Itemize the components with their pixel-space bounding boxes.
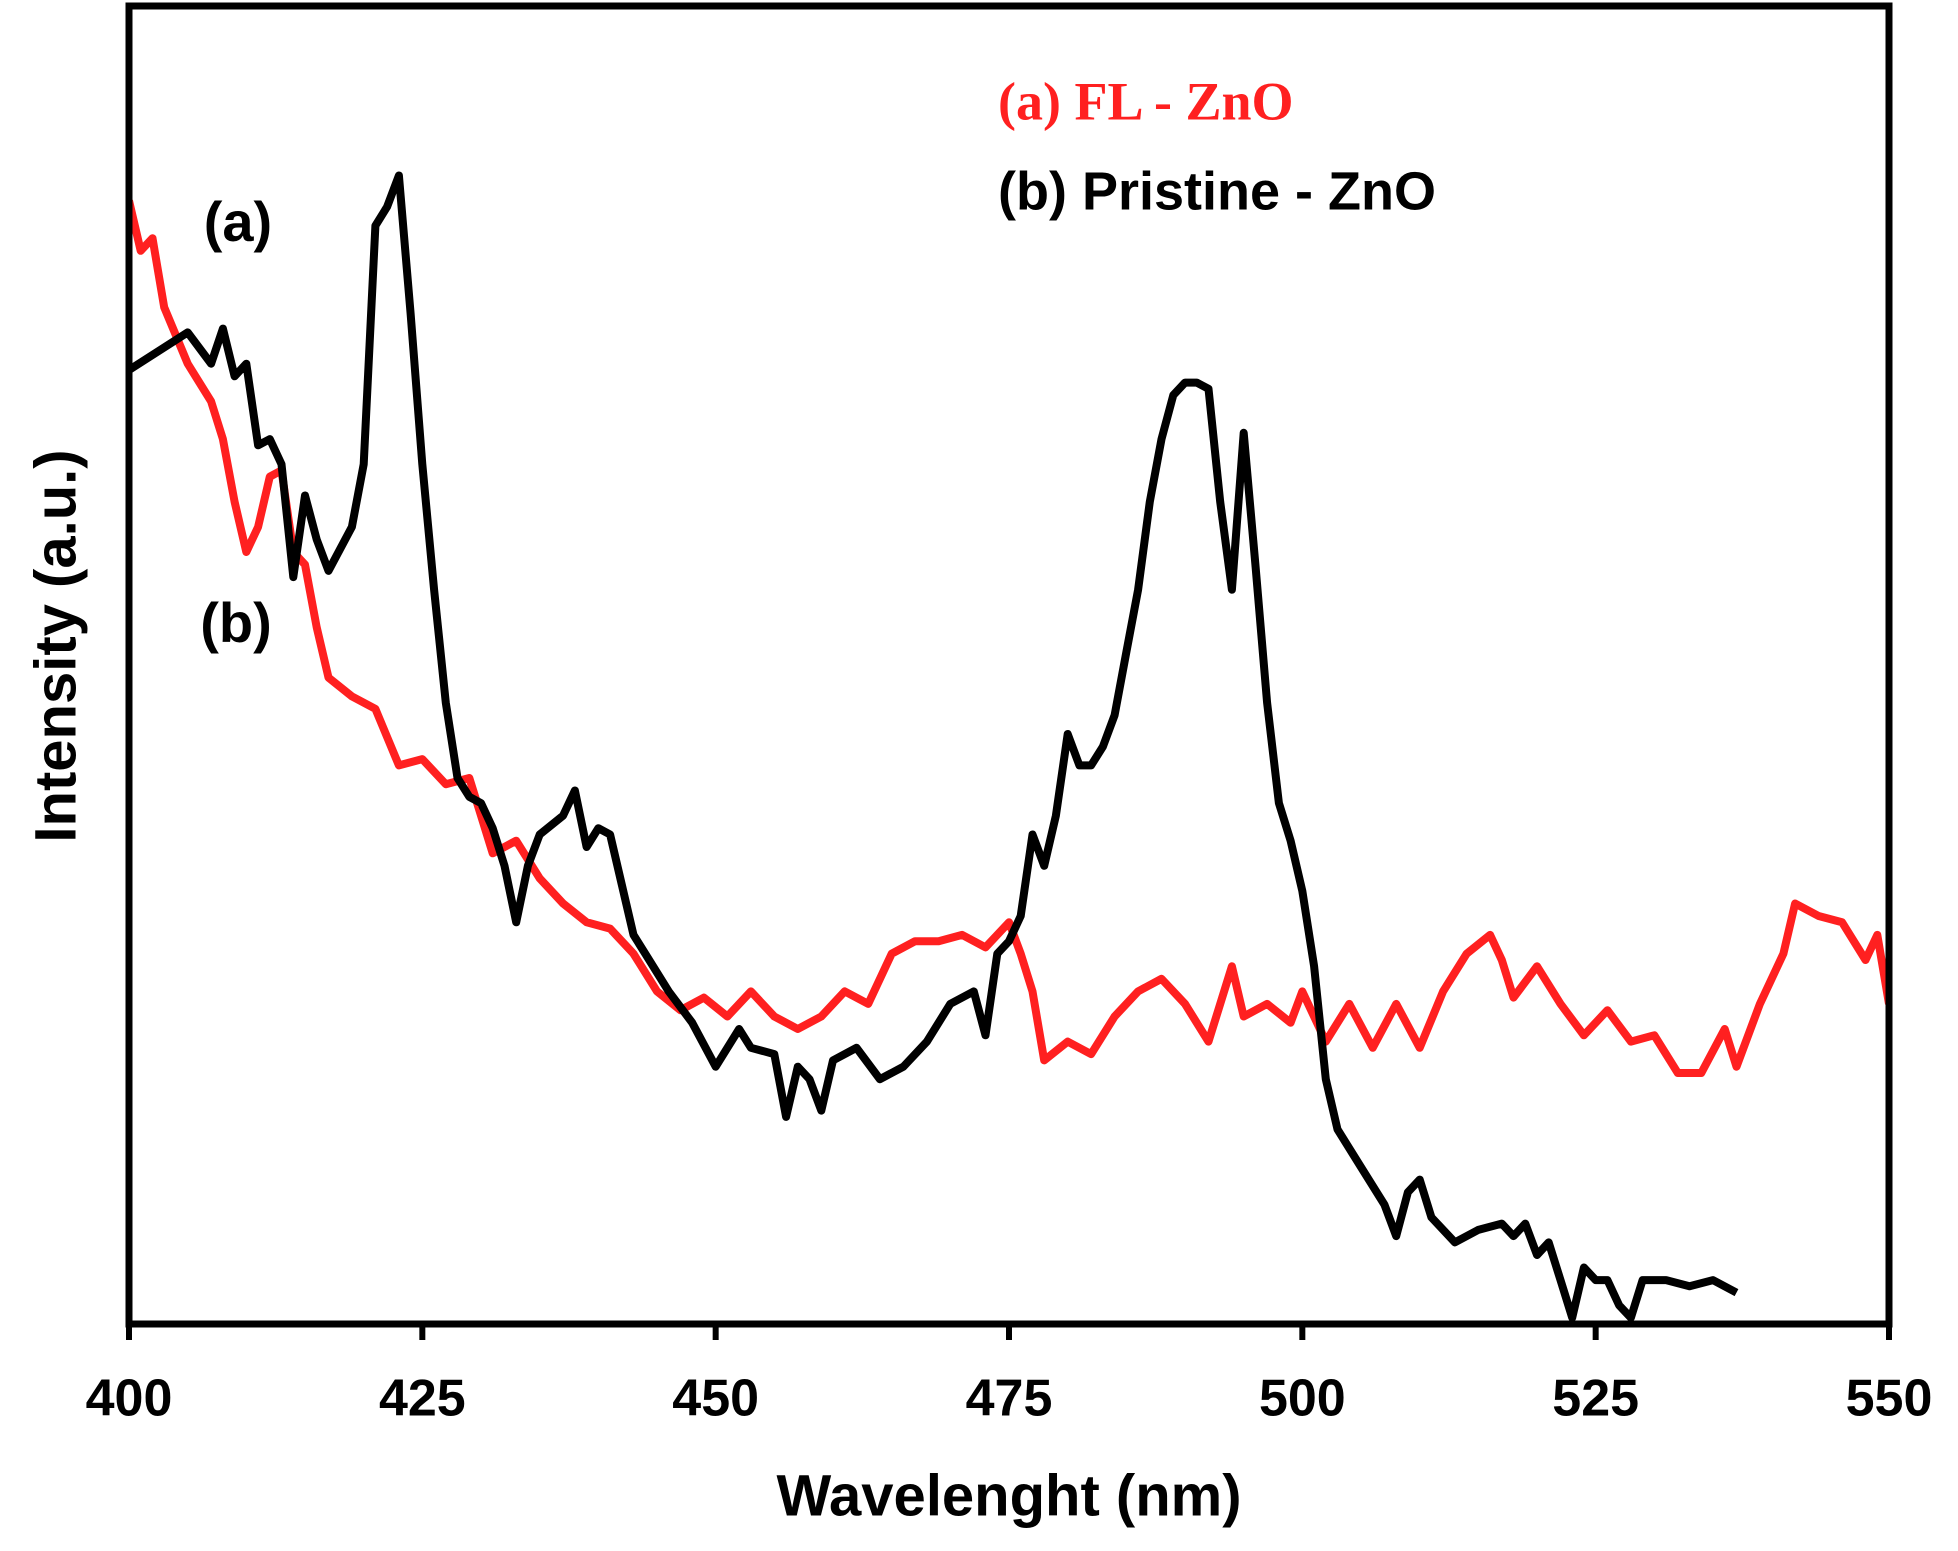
- x-tick-label: 500: [1259, 1370, 1346, 1428]
- x-tick-label: 425: [379, 1370, 466, 1428]
- legend-entry: (b) Pristine - ZnO: [998, 161, 1436, 221]
- x-tick-label: 525: [1552, 1370, 1639, 1428]
- x-tick-label: 550: [1846, 1370, 1933, 1428]
- x-axis-label: Wavelenght (nm): [776, 1463, 1241, 1528]
- x-tick-label: 475: [966, 1370, 1053, 1428]
- annotation: (b): [200, 591, 272, 654]
- legend-entry: (a) FL - ZnO: [998, 71, 1294, 131]
- x-tick-label: 450: [672, 1370, 759, 1428]
- x-tick-label: 400: [86, 1370, 173, 1428]
- data-line: [129, 199, 1889, 1077]
- annotation: (a): [204, 190, 272, 253]
- data-line: [129, 171, 1739, 1322]
- y-axis-label: Intensity (a.u.): [23, 449, 88, 842]
